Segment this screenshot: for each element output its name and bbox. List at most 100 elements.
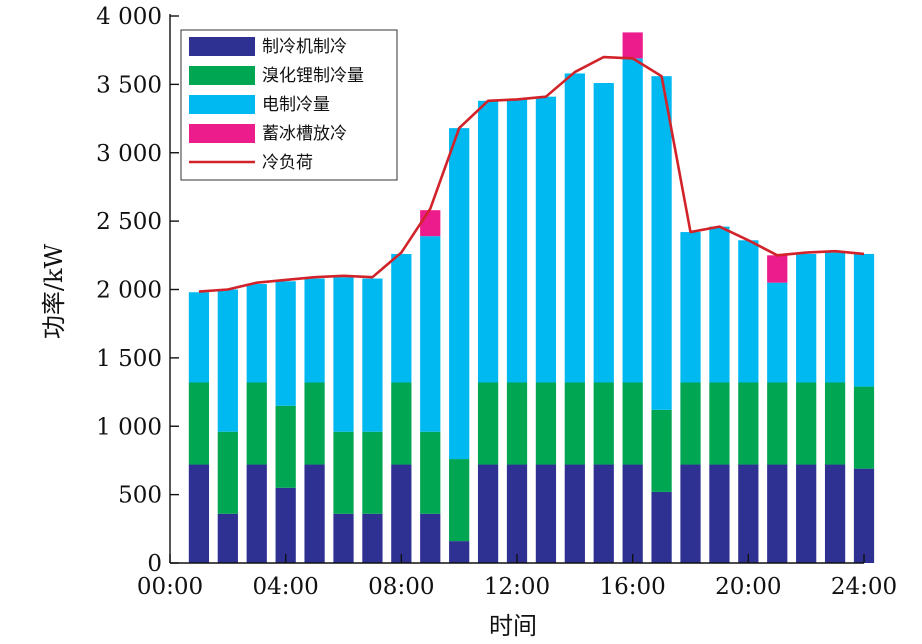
y-tick-label: 2 500 [96,209,162,235]
bar-segment-series-0-10 [477,464,499,563]
bar-segment-series-1-13 [564,382,585,465]
bar-segment-series-0-6 [362,513,383,563]
bar-segment-series-1-21 [796,382,817,465]
bar-segment-series-2-13 [564,73,585,383]
bar-segment-series-0-13 [564,464,585,563]
x-tick-label: 00:00 [137,574,203,600]
bar-segment-series-0-16 [651,491,672,563]
bar-segment-series-1-14 [593,382,614,465]
bar-segment-series-0-0 [188,464,210,563]
y-tick-label: 1 000 [96,414,162,440]
legend-label-series-1: 溴化锂制冷量 [262,66,364,86]
y-tick-label: 2 000 [96,278,162,304]
bar-segment-series-1-23 [853,386,875,469]
bar-segment-series-0-20 [767,464,788,563]
bar-segment-series-1-5 [333,431,354,514]
bar-segment-series-3-20 [767,255,788,283]
bar-segment-series-0-21 [796,464,817,563]
bar-segment-series-2-21 [796,253,817,383]
legend-swatch-series-3 [189,124,255,143]
bar-segment-series-2-1 [217,289,238,432]
bar-segment-series-0-5 [333,513,354,563]
bar-segment-series-1-9 [449,459,470,542]
bar-segment-series-0-9 [449,541,470,563]
bar-segment-series-2-8 [420,236,441,432]
load-line [198,55,865,293]
x-tick-label: 04:00 [253,574,319,600]
x-tick-label: 20:00 [715,574,781,600]
bar-segment-series-3-8 [420,210,441,237]
bar-segment-series-0-12 [535,464,557,563]
bar-segment-series-0-3 [275,487,296,563]
bar-segment-series-2-16 [651,76,672,410]
bar-segment-series-2-12 [535,96,557,383]
x-tick-label: 24:00 [831,574,897,600]
bar-segment-series-0-23 [853,468,875,563]
bar-segment-series-1-3 [275,405,296,488]
legend-label-series-4: 冷负荷 [262,153,313,173]
legend-label-series-3: 蓄冰槽放冷 [262,124,347,144]
bar-segment-series-0-7 [391,464,412,563]
y-axis-title: 功率/kW [40,244,68,340]
bar-segment-series-2-2 [246,284,267,383]
bar-segment-series-2-18 [709,226,730,383]
bar-segment-series-0-2 [246,464,267,563]
bar-segment-series-1-4 [304,382,325,465]
bar-segment-series-1-17 [680,382,701,465]
bar-segment-series-2-6 [362,278,383,432]
bar-segment-series-2-14 [593,83,614,383]
y-tick-label: 500 [118,483,162,509]
bar-segment-series-2-22 [824,252,846,383]
bars-layer [188,32,875,563]
bar-segment-series-1-16 [651,409,672,492]
x-tick-label: 16:00 [600,574,666,600]
bar-segment-series-1-6 [362,431,383,514]
bar-segment-series-3-15 [622,32,643,59]
y-tick-label: 3 500 [96,72,162,98]
bar-segment-series-1-2 [246,382,267,465]
bar-segment-series-1-15 [622,382,643,465]
bar-segment-series-2-11 [506,99,528,383]
bar-segment-series-2-9 [449,128,470,460]
y-tick-label: 1 500 [96,346,162,372]
bar-segment-series-0-4 [304,464,325,563]
bar-segment-series-0-19 [738,464,759,563]
bar-segment-series-2-7 [391,253,412,383]
bar-segment-series-1-8 [420,431,441,514]
legend-swatch-series-2 [189,95,255,114]
legend-label-series-0: 制冷机制冷 [262,37,347,57]
bar-segment-series-2-4 [304,278,325,383]
y-tick-label: 3 000 [96,141,162,167]
y-tick-label: 4 000 [96,4,162,30]
bar-segment-series-1-19 [738,382,759,465]
bar-segment-series-0-22 [824,464,846,563]
bar-segment-series-0-11 [506,464,528,563]
bar-segment-series-0-17 [680,464,701,563]
bar-segment-series-2-15 [622,58,643,383]
bar-segment-series-1-20 [767,382,788,465]
bar-segment-series-2-10 [477,100,499,383]
bar-segment-series-2-17 [680,232,701,383]
bar-segment-series-1-0 [188,382,210,465]
bar-segment-series-1-7 [391,382,412,465]
bar-segment-series-2-5 [333,277,354,432]
legend-swatch-series-0 [189,37,255,56]
bar-segment-series-1-10 [477,382,499,465]
bar-segment-series-1-1 [217,431,238,514]
bar-segment-series-1-18 [709,382,730,465]
bar-segment-series-2-3 [275,281,296,406]
x-axis-title: 时间 [489,612,537,640]
bar-segment-series-0-1 [217,513,238,563]
bar-segment-series-1-22 [824,382,846,465]
legend-label-series-2: 电制冷量 [262,95,330,115]
x-tick-label: 08:00 [368,574,434,600]
load-line-layer [198,55,865,293]
x-tick-label: 12:00 [484,574,550,600]
bar-segment-series-2-19 [738,240,759,383]
bar-segment-series-0-15 [622,464,643,563]
bar-segment-series-0-8 [420,513,441,563]
bar-segment-series-2-20 [767,282,788,383]
bar-segment-series-0-18 [709,464,730,563]
y-tick-label: 0 [147,551,162,577]
